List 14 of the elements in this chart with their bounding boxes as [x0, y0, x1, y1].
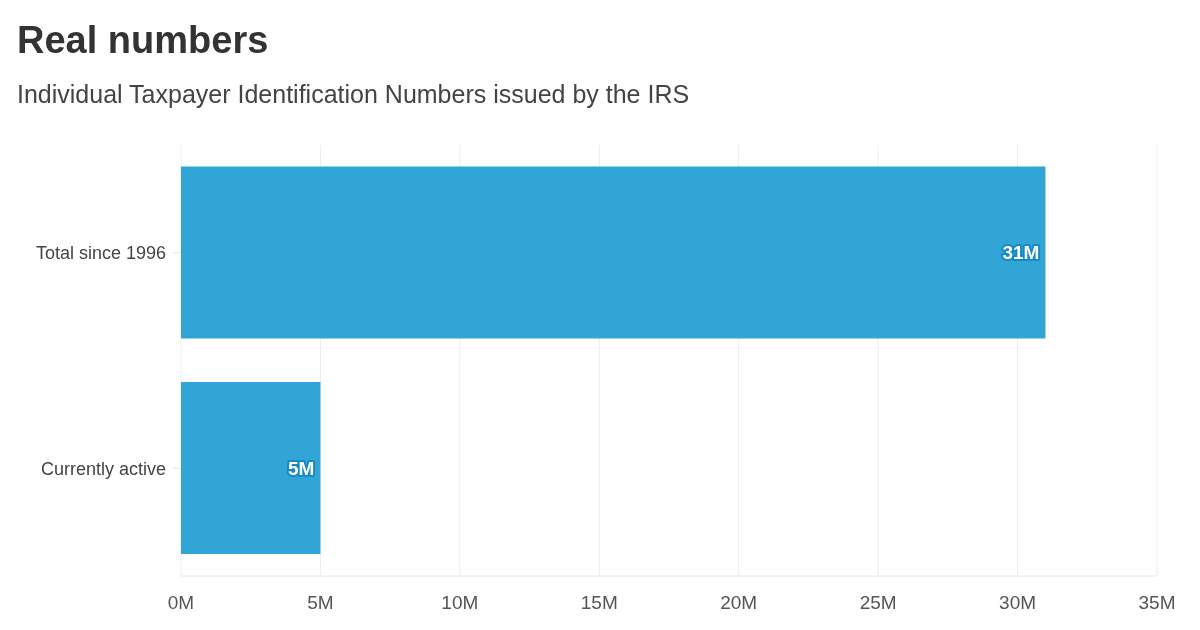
chart-subtitle: Individual Taxpayer Identification Numbers issued by the IRS — [17, 80, 690, 108]
data-label: 31M — [1002, 242, 1040, 264]
x-tick-label: 5M — [307, 592, 334, 614]
x-tick-label: 10M — [441, 592, 479, 614]
x-tick-label: 25M — [859, 592, 897, 614]
y-tick-label: Total since 1996 — [35, 243, 166, 264]
chart-title: Real numbers — [17, 19, 269, 61]
y-tick-label: Currently active — [40, 458, 166, 479]
x-tick-label: 35M — [1138, 592, 1176, 614]
x-tick-label: 20M — [720, 592, 758, 614]
x-tick-label: 0M — [167, 592, 195, 614]
x-tick-label: 15M — [580, 592, 618, 614]
data-label: 5M — [288, 457, 315, 479]
x-tick-label: 30M — [999, 592, 1037, 614]
